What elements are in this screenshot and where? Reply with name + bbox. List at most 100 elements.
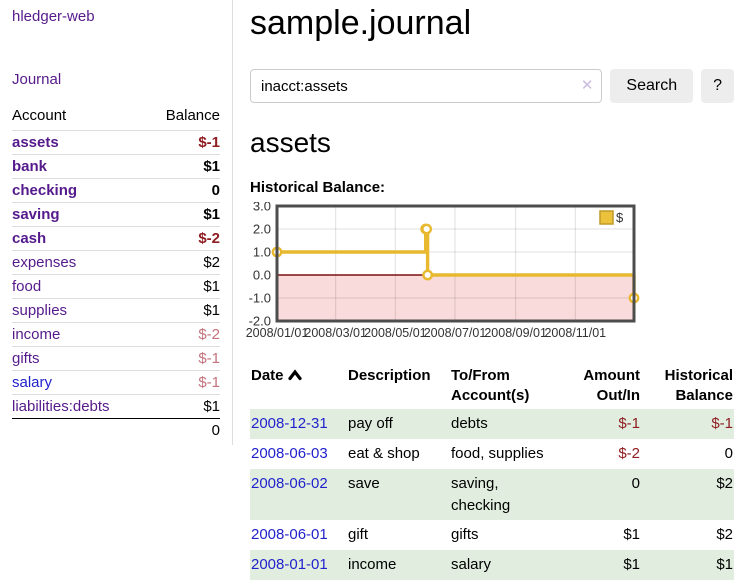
search-form: ✕ Search ? bbox=[250, 69, 734, 104]
transaction-date-link[interactable]: 2008-06-03 bbox=[251, 445, 328, 463]
account-row: supplies $1 bbox=[12, 298, 220, 323]
transaction-amount: $-2 bbox=[618, 445, 640, 463]
account-balance: $2 bbox=[145, 250, 220, 275]
account-row: income $-2 bbox=[12, 322, 220, 347]
transaction-date-link[interactable]: 2008-01-01 bbox=[251, 556, 328, 574]
balance-chart-svg: $3.0 2.0 1.0 0.0 -1.0 -2.02008/01/012008/03/0… bbox=[246, 199, 640, 340]
x-tick-label: 2008/03/01 bbox=[304, 326, 367, 340]
x-tick-label: 2008/09/01 bbox=[484, 326, 547, 340]
table-row: 2008-06-01 gift gifts $1 $2 bbox=[250, 520, 734, 550]
account-row: food $1 bbox=[12, 274, 220, 299]
accounts-header-account: Account bbox=[12, 107, 67, 124]
account-link[interactable]: food bbox=[12, 278, 42, 295]
y-tick-label: 2.0 bbox=[253, 222, 271, 237]
transaction-date-link[interactable]: 2008-12-31 bbox=[251, 415, 328, 433]
spacer bbox=[12, 418, 146, 442]
account-balance: $1 bbox=[145, 154, 220, 179]
transaction-description: gift bbox=[348, 526, 369, 544]
historical-balance-chart: $3.0 2.0 1.0 0.0 -1.0 -2.0 2008/01/01 2008/03/0… bbox=[240, 199, 734, 348]
account-heading: assets bbox=[250, 127, 331, 159]
account-balance: $-2 bbox=[145, 226, 220, 251]
table-row: 2008-01-01 income salary $1 $1 bbox=[250, 550, 734, 580]
date-header-label: Date bbox=[251, 367, 284, 385]
account-balance: $-1 bbox=[145, 370, 220, 395]
accounts-header-balance: Balance bbox=[165, 107, 220, 124]
register-table: Date Description To/From Account(s) Amou… bbox=[250, 364, 734, 580]
data-point-marker bbox=[421, 223, 433, 235]
register-header-balance: Historical Balance bbox=[664, 367, 733, 404]
account-link[interactable]: income bbox=[12, 326, 61, 343]
accounts-total-row: 0 bbox=[12, 418, 220, 442]
transaction-date-link[interactable]: 2008-06-02 bbox=[251, 474, 328, 492]
account-row: checking 0 bbox=[12, 178, 220, 203]
account-link[interactable]: liabilities:debts bbox=[12, 398, 110, 415]
app-title-link[interactable]: hledger-web bbox=[12, 8, 95, 25]
account-balance: $1 bbox=[145, 394, 220, 419]
account-balance: $1 bbox=[145, 298, 220, 323]
legend-swatch bbox=[599, 210, 614, 226]
register-header-accounts: To/From Account(s) bbox=[451, 367, 530, 404]
help-button[interactable]: ? bbox=[701, 69, 734, 104]
account-balance: 0 bbox=[145, 178, 220, 203]
negative-region bbox=[277, 275, 634, 322]
clear-search-icon[interactable]: ✕ bbox=[580, 77, 594, 95]
y-tick-label: -1.0 bbox=[249, 291, 271, 306]
account-link[interactable]: cash bbox=[12, 230, 47, 247]
plot-border bbox=[275, 204, 636, 323]
x-tick-label: 2008/01/01 bbox=[246, 326, 309, 340]
transaction-balance: $2 bbox=[716, 526, 733, 544]
account-balance: $-2 bbox=[145, 322, 220, 347]
accounts-header-row: Account Balance bbox=[12, 104, 220, 131]
main-content: sample.journal ✕ Search ? assets Histori… bbox=[246, 0, 734, 580]
transaction-accounts: gifts bbox=[451, 526, 479, 544]
transaction-description: income bbox=[348, 556, 397, 574]
transaction-date-link[interactable]: 2008-06-01 bbox=[251, 526, 328, 544]
register-header-row: Date Description To/From Account(s) Amou… bbox=[250, 364, 734, 409]
account-link[interactable]: saving bbox=[12, 206, 60, 223]
account-row: salary $-1 bbox=[12, 370, 220, 395]
register-header-description: Description bbox=[348, 367, 431, 385]
table-row: 2008-06-03 eat & shop food, supplies $-2 0 bbox=[250, 439, 734, 469]
accounts-total-balance: 0 bbox=[145, 418, 220, 442]
transaction-balance: $-1 bbox=[711, 415, 733, 433]
account-link[interactable]: supplies bbox=[12, 302, 68, 319]
transaction-accounts: salary bbox=[451, 556, 492, 574]
account-link[interactable]: gifts bbox=[12, 350, 40, 367]
account-balance: $-1 bbox=[145, 130, 220, 155]
account-row: gifts $-1 bbox=[12, 346, 220, 371]
y-tick-label: -2.0 bbox=[249, 314, 271, 329]
account-balance: $-1 bbox=[145, 346, 220, 371]
transaction-amount: 0 bbox=[631, 474, 640, 492]
transaction-description: pay off bbox=[348, 415, 393, 433]
account-link[interactable]: checking bbox=[12, 182, 78, 199]
account-link[interactable]: assets bbox=[12, 134, 59, 151]
y-tick-label: 0.0 bbox=[253, 268, 271, 283]
account-link[interactable]: bank bbox=[12, 158, 48, 175]
account-row: bank $1 bbox=[12, 154, 220, 179]
y-tick-label: 1.0 bbox=[253, 245, 271, 260]
page-title: sample.journal bbox=[250, 4, 472, 42]
sidebar-item-journal[interactable]: Journal bbox=[12, 71, 62, 88]
account-link[interactable]: expenses bbox=[12, 254, 77, 271]
search-input[interactable] bbox=[250, 69, 603, 104]
transaction-accounts: debts bbox=[451, 415, 488, 433]
account-row: cash $-2 bbox=[12, 226, 220, 251]
search-button[interactable]: Search bbox=[610, 69, 694, 104]
transaction-balance: $2 bbox=[716, 474, 733, 492]
chart-section-label: Historical Balance: bbox=[250, 179, 386, 197]
transaction-amount: $-1 bbox=[618, 415, 640, 433]
account-balance: $1 bbox=[145, 274, 220, 299]
x-tick-label: 2008/07/01 bbox=[424, 326, 487, 340]
account-row: expenses $2 bbox=[12, 250, 220, 275]
transaction-accounts: saving, checking bbox=[451, 474, 511, 514]
account-link[interactable]: salary bbox=[12, 374, 53, 391]
chevron-up-icon bbox=[287, 369, 302, 381]
legend-label: $ bbox=[616, 210, 624, 225]
account-row: saving $1 bbox=[12, 202, 220, 227]
account-row: assets $-1 bbox=[12, 130, 220, 155]
register-header-amount: Amount Out/In bbox=[583, 367, 640, 404]
data-point-marker bbox=[422, 269, 434, 281]
account-row: liabilities:debts $1 bbox=[12, 394, 220, 419]
transaction-balance: $1 bbox=[716, 556, 733, 574]
sidebar: hledger-web Journal Account Balance asse… bbox=[0, 0, 233, 445]
